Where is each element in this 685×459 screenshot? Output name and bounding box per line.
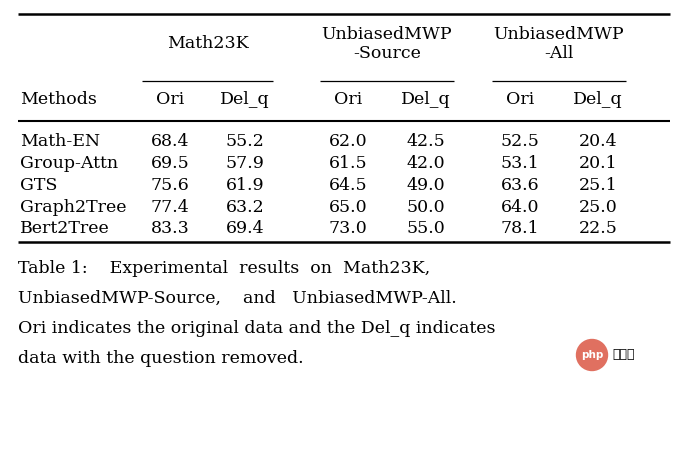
Text: Table 1:    Experimental  results  on  Math23K,: Table 1: Experimental results on Math23K… [18,260,430,277]
Text: 50.0: 50.0 [407,198,445,215]
Text: 25.1: 25.1 [579,177,617,194]
Text: 中文网: 中文网 [612,348,635,362]
Text: 42.0: 42.0 [407,155,445,172]
Text: UnbiasedMWP
-Source: UnbiasedMWP -Source [322,26,452,62]
Text: 20.1: 20.1 [579,155,617,172]
Text: Ori indicates the original data and the Del_q indicates: Ori indicates the original data and the … [18,320,495,337]
Text: 57.9: 57.9 [225,155,264,172]
Text: php: php [581,350,603,360]
Text: 65.0: 65.0 [329,198,367,215]
Text: UnbiasedMWP
-All: UnbiasedMWP -All [494,26,624,62]
Text: Ori: Ori [156,90,184,107]
Text: Math23K: Math23K [166,35,249,52]
Text: 55.2: 55.2 [225,133,264,150]
Text: data with the question removed.: data with the question removed. [18,350,303,367]
Text: Math-EN: Math-EN [20,133,100,150]
Text: 69.4: 69.4 [225,220,264,237]
Text: 20.4: 20.4 [579,133,617,150]
Text: 53.1: 53.1 [501,155,539,172]
Text: Del_q: Del_q [573,90,623,107]
Text: 63.2: 63.2 [225,198,264,215]
Text: UnbiasedMWP-Source,    and   UnbiasedMWP-All.: UnbiasedMWP-Source, and UnbiasedMWP-All. [18,290,457,307]
Text: Ori: Ori [334,90,362,107]
Text: 77.4: 77.4 [151,198,189,215]
Text: Del_q: Del_q [401,90,451,107]
Text: 49.0: 49.0 [407,177,445,194]
Text: Group-Attn: Group-Attn [20,155,118,172]
Text: 55.0: 55.0 [407,220,445,237]
Text: Bert2Tree: Bert2Tree [20,220,110,237]
Text: Graph2Tree: Graph2Tree [20,198,127,215]
Text: 78.1: 78.1 [501,220,539,237]
Text: 61.9: 61.9 [225,177,264,194]
Text: Methods: Methods [20,90,97,107]
Text: 73.0: 73.0 [329,220,367,237]
Text: 25.0: 25.0 [579,198,617,215]
Text: 61.5: 61.5 [329,155,367,172]
Text: GTS: GTS [20,177,58,194]
Text: 83.3: 83.3 [151,220,189,237]
Text: 42.5: 42.5 [407,133,445,150]
Text: Del_q: Del_q [220,90,270,107]
Text: 75.6: 75.6 [151,177,189,194]
Text: 68.4: 68.4 [151,133,189,150]
Text: 69.5: 69.5 [151,155,189,172]
Text: 62.0: 62.0 [329,133,367,150]
Text: Ori: Ori [506,90,534,107]
Text: 64.5: 64.5 [329,177,367,194]
Circle shape [577,340,608,370]
Text: 63.6: 63.6 [501,177,539,194]
Text: 52.5: 52.5 [501,133,540,150]
Text: 64.0: 64.0 [501,198,539,215]
Text: 22.5: 22.5 [579,220,617,237]
